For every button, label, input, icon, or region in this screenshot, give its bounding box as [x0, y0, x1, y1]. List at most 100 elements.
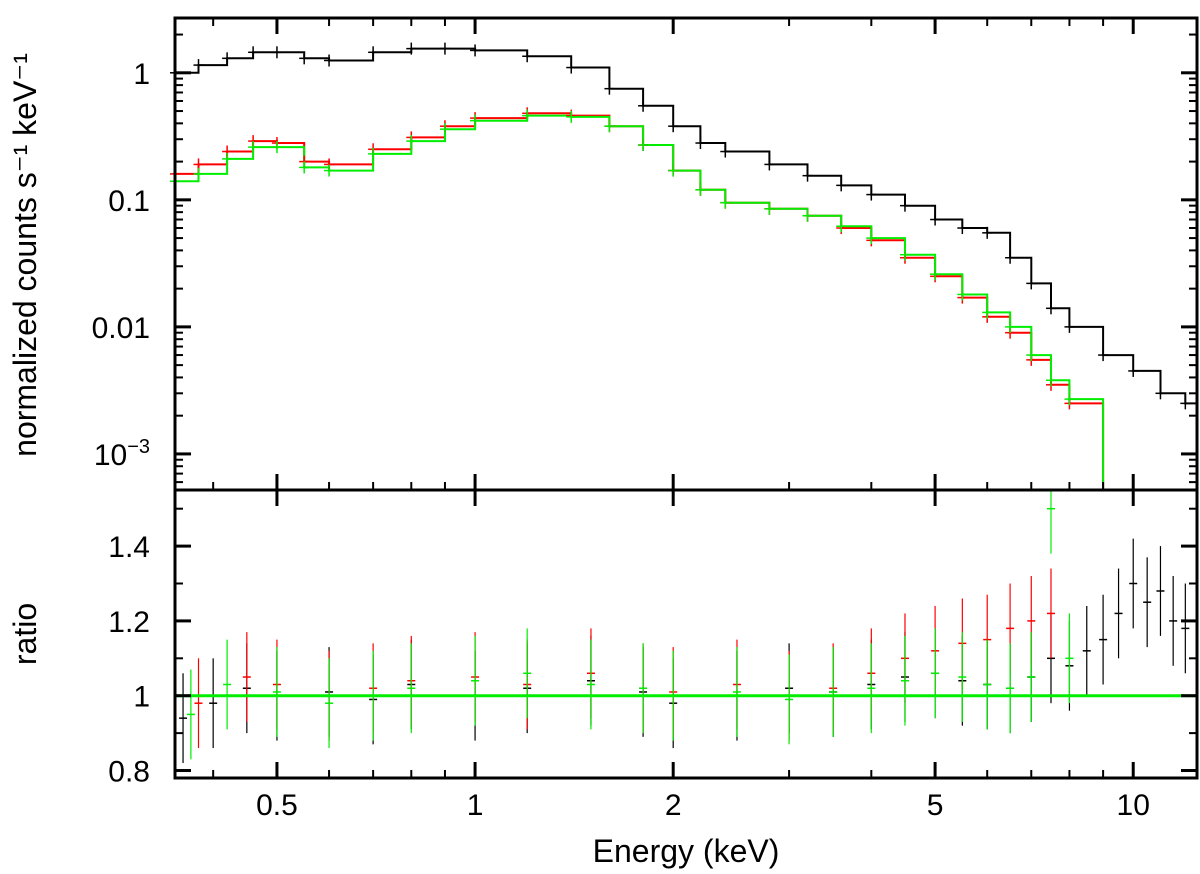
ratio-point: [1156, 546, 1165, 636]
ratio-point: [1046, 568, 1055, 659]
ratio-point: [958, 632, 967, 722]
spectrum-point: [982, 226, 993, 239]
spectrum-point: [271, 141, 282, 154]
ratio-point: [1065, 613, 1074, 704]
ratio-point: [867, 643, 876, 734]
spectrum-point: [695, 137, 706, 150]
ratio-point: [586, 639, 595, 730]
ratio-point: [186, 669, 195, 760]
ratio-point: [829, 647, 838, 737]
spectrum-point: [604, 82, 615, 95]
ratio-point: [223, 639, 232, 730]
spectrum-point: [1005, 320, 1016, 333]
spectrum-point: [802, 169, 813, 182]
spectrum-y-tick-label: 0.01: [92, 312, 150, 345]
ratio-y-axis-title: ratio: [7, 603, 43, 665]
spectrum-point: [1064, 320, 1075, 333]
ratio-point: [1099, 594, 1108, 685]
spectrum-point: [439, 42, 450, 55]
spectrum-point: [930, 213, 941, 226]
spectrum-point: [1026, 277, 1037, 290]
spectrum-point: [1180, 397, 1191, 410]
spectrum-point: [299, 161, 310, 174]
spectrum-point: [764, 158, 775, 171]
spectrum-point: [1098, 349, 1109, 362]
spectrum-point: [271, 46, 282, 59]
spectrum-panel: 1 0.1 0.01 10−3: [92, 16, 1199, 506]
ratio-point: [407, 643, 416, 734]
spectrum-point: [368, 147, 379, 160]
spectrum-point: [604, 120, 615, 133]
spectrum-point: [720, 196, 731, 209]
ratio-point: [1027, 632, 1036, 722]
x-tick-label: 10: [1117, 789, 1150, 822]
spectrum-y-axis-title: normalized counts s⁻¹ keV⁻¹: [7, 53, 43, 457]
ratio-y-tick-label: 1.2: [108, 606, 150, 639]
spectrum-point: [406, 42, 417, 55]
ratio-point: [732, 647, 741, 737]
ratio-point: [639, 643, 648, 734]
spectrum-point: [566, 61, 577, 74]
x-tick-label: 1: [467, 789, 484, 822]
spectrum-point: [324, 54, 335, 67]
spectrum-point: [695, 183, 706, 196]
ratio-point: [1169, 576, 1178, 666]
ratio-point: [272, 647, 281, 737]
spectrum-point: [522, 109, 533, 122]
ratio-point: [1006, 643, 1015, 734]
spectrum-point: [193, 167, 204, 180]
ratio-y-tick-label: 1: [133, 681, 150, 714]
ratio-point: [209, 658, 218, 749]
ratio-point: [785, 654, 794, 745]
spectrum-point: [866, 232, 877, 245]
ratio-point: [1143, 557, 1152, 648]
spectrum-point: [899, 248, 910, 261]
ratio-point: [1181, 583, 1190, 674]
spectrum-point: [764, 202, 775, 215]
spectrum-point: [802, 209, 813, 222]
spectrum-point: [930, 268, 941, 281]
spectrum-point: [324, 164, 335, 177]
ratio-point: [983, 639, 992, 730]
spectrum-point: [720, 145, 731, 158]
ratio-panel: 0.8 1 1.2 1.4: [108, 488, 1199, 789]
spectrum-point: [248, 46, 259, 59]
spectrum-point: [1155, 387, 1166, 400]
spectrum-point: [222, 52, 233, 65]
ratio-point: [325, 658, 334, 749]
spectrum-point: [1005, 251, 1016, 264]
spectrum-y-tick-label: 1: [133, 58, 150, 91]
spectrum-point: [836, 179, 847, 192]
ratio-point: [179, 673, 188, 764]
spectrum-point: [248, 141, 259, 154]
x-axis-title: Energy (keV): [593, 833, 780, 869]
ratio-point: [1114, 568, 1123, 659]
spectrum-point: [1064, 393, 1075, 406]
spectrum-point: [299, 52, 310, 65]
spectrum-point: [222, 152, 233, 165]
spectrum-point: [1045, 374, 1056, 387]
ratio-point: [194, 658, 203, 749]
spectrum-point: [470, 114, 481, 127]
ratio-point: [1129, 538, 1138, 629]
spectrum-point: [957, 222, 968, 235]
ratio-point: [900, 635, 909, 726]
ratio-y-tick-label: 0.8: [108, 756, 150, 789]
ratio-point: [523, 628, 532, 719]
x-tick-label: 2: [665, 789, 682, 822]
spectrum-point: [1045, 302, 1056, 315]
spectrum-point: [957, 288, 968, 301]
spectrum-y-tick-label: 10−3: [94, 436, 150, 472]
ratio-point: [1082, 605, 1091, 696]
spectrum-point: [566, 110, 577, 123]
spectrum-point: [899, 199, 910, 212]
spectrum-point: [470, 44, 481, 57]
ratio-point: [931, 628, 940, 719]
ratio-panel-frame: [173, 488, 1199, 780]
x-tick-label: 0.5: [256, 789, 298, 822]
spectrum-point: [836, 220, 847, 233]
ratio-point: [242, 632, 251, 722]
spectrum-point: [866, 188, 877, 201]
spectrum-point: [368, 46, 379, 59]
